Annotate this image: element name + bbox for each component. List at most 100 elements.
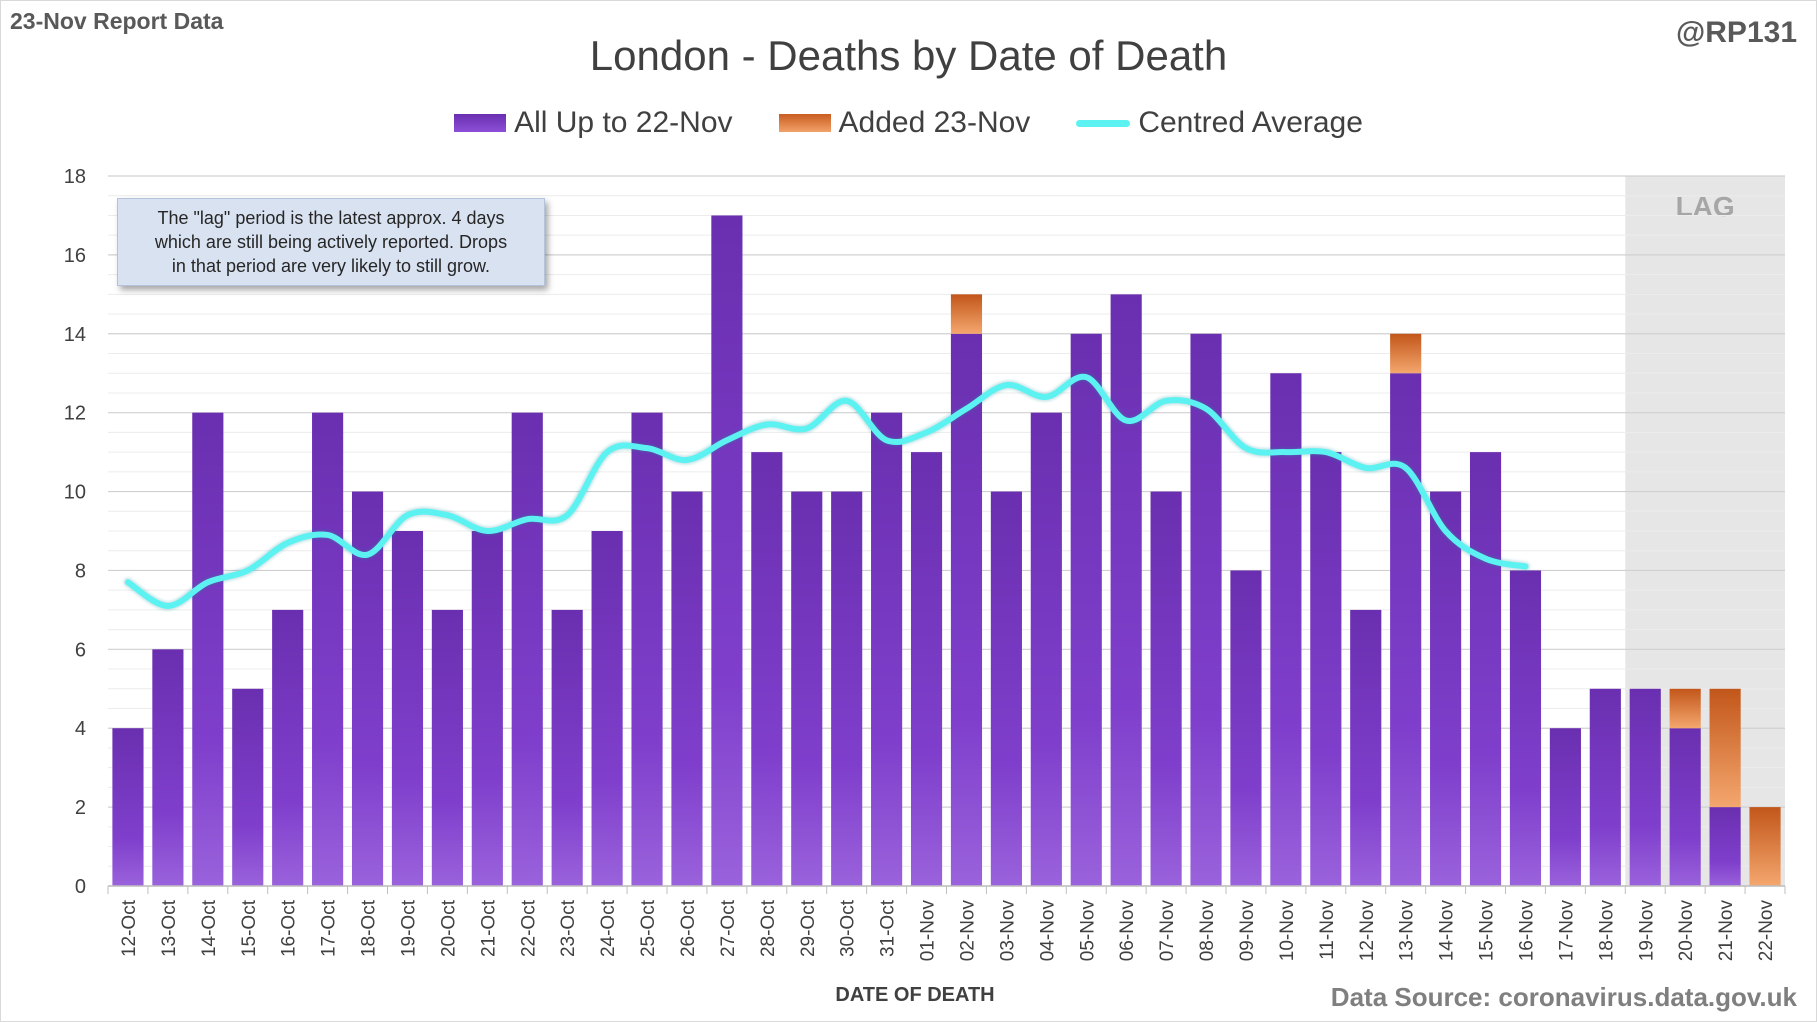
bar-base (272, 609, 304, 886)
y-tick-label: 12 (64, 403, 86, 425)
x-tick-label: 08-Nov (1197, 900, 1218, 962)
x-tick-label: 13-Nov (1397, 900, 1418, 962)
bar-base (831, 491, 863, 886)
chart-title: London - Deaths by Date of Death (589, 32, 1228, 79)
x-tick-label: 22-Oct (518, 899, 539, 957)
legend-swatch-all (454, 114, 507, 132)
y-tick-label: 4 (75, 718, 86, 740)
legend-label-all: All Up to 22-Nov (514, 106, 733, 139)
author-handle: @RP131 (1676, 16, 1797, 49)
bar-base (1589, 688, 1621, 886)
x-tick-label: 16-Oct (279, 899, 300, 957)
x-tick-label: 12-Nov (1357, 900, 1378, 962)
bar-base (671, 491, 703, 886)
x-tick-label: 24-Oct (598, 899, 619, 957)
bar-base (871, 412, 903, 886)
x-tick-label: 20-Oct (438, 899, 459, 957)
bar-base (1509, 570, 1542, 886)
x-tick-label: 17-Nov (1556, 900, 1577, 962)
x-tick-label: 13-Oct (159, 899, 180, 957)
lag-note-line: in that period are very likely to still … (171, 256, 491, 276)
x-tick-label: 03-Nov (997, 900, 1018, 962)
lag-note-line: The "lag" period is the latest approx. 4… (157, 208, 505, 228)
bar-base (1230, 570, 1262, 886)
y-tick-label: 18 (64, 166, 86, 188)
legend-swatch-average (1076, 119, 1131, 127)
bar-base (1110, 294, 1142, 886)
bar-base (950, 333, 983, 886)
x-tick-label: 19-Nov (1636, 900, 1657, 962)
bar-base (1270, 373, 1302, 886)
legend-swatch-added (778, 114, 831, 132)
bar-base (1150, 491, 1182, 886)
bar-base (471, 531, 503, 886)
bar-base (990, 491, 1022, 886)
lag-note: The "lag" period is the latest approx. 4… (117, 198, 545, 286)
x-tick-label: 21-Oct (478, 899, 499, 957)
bar-base (910, 452, 943, 886)
x-tick-label: 29-Oct (798, 899, 819, 957)
y-tick-label: 6 (75, 639, 86, 661)
bar-added (1669, 688, 1701, 729)
bar-base (1629, 688, 1661, 886)
bar-added (1390, 333, 1422, 374)
bar-base (1469, 452, 1502, 886)
bar-base (1390, 373, 1422, 886)
x-tick-label: 20-Nov (1676, 900, 1697, 962)
x-axis-title: DATE OF DEATH (835, 984, 995, 1006)
bar-base (391, 531, 424, 886)
x-tick-label: 18-Oct (359, 899, 380, 957)
x-tick-label: 14-Nov (1437, 900, 1458, 962)
x-tick-label: 10-Nov (1277, 900, 1298, 962)
average-line (124, 373, 1529, 609)
chart-legend: All Up to 22-Nov Added 23-Nov Centred Av… (0, 106, 1817, 140)
x-tick-label: 25-Oct (638, 899, 659, 957)
x-tick-label: 04-Nov (1037, 900, 1058, 962)
bar-base (152, 649, 184, 886)
bar-base (511, 412, 543, 886)
y-tick-label: 2 (75, 797, 86, 819)
x-tick-label: 31-Oct (878, 899, 899, 957)
bar-base (751, 452, 783, 886)
bar-base (1350, 609, 1382, 886)
x-tick-label: 15-Oct (239, 899, 260, 957)
y-tick-label: 8 (75, 560, 86, 582)
bar-base (1310, 452, 1342, 886)
x-tick-label: 09-Nov (1237, 900, 1258, 962)
x-tick-label: 17-Oct (319, 899, 340, 957)
bar-added (950, 294, 983, 334)
x-tick-label: 18-Nov (1596, 900, 1617, 962)
legend-label-average: Centred Average (1138, 106, 1363, 139)
bar-base (1669, 728, 1701, 886)
x-tick-label: 22-Nov (1756, 900, 1777, 962)
x-tick-label: 19-Oct (398, 899, 419, 957)
bar-base (791, 491, 823, 886)
bar-added (1749, 807, 1781, 886)
x-tick-label: 12-Oct (119, 899, 140, 957)
y-tick-label: 14 (64, 324, 86, 346)
bar-base (1430, 491, 1462, 886)
legend-item-all: All Up to 22-Nov (454, 106, 733, 140)
x-tick-label: 11-Nov (1317, 900, 1338, 960)
bar-base (591, 531, 623, 886)
data-source: Data Source: coronavirus.data.gov.uk (1330, 982, 1797, 1012)
bar-base (1709, 807, 1741, 886)
bar-base (431, 609, 463, 886)
x-tick-label: 23-Oct (558, 899, 579, 957)
x-tick-label: 01-Nov (918, 900, 939, 962)
x-tick-label: 30-Oct (838, 899, 859, 957)
x-tick-label: 27-Oct (718, 899, 739, 957)
x-tick-label: 02-Nov (957, 900, 978, 962)
bar-base (112, 728, 144, 886)
bar-base (312, 412, 344, 886)
x-tick-label: 16-Nov (1516, 900, 1537, 962)
bar-base (232, 688, 264, 886)
bar-base (711, 215, 743, 886)
bar-base (1070, 333, 1102, 886)
bar-base (1190, 333, 1222, 886)
y-tick-label: 16 (64, 245, 86, 267)
legend-item-added: Added 23-Nov (778, 106, 1030, 140)
bar-base (192, 412, 224, 886)
x-tick-label: 06-Nov (1117, 900, 1138, 962)
